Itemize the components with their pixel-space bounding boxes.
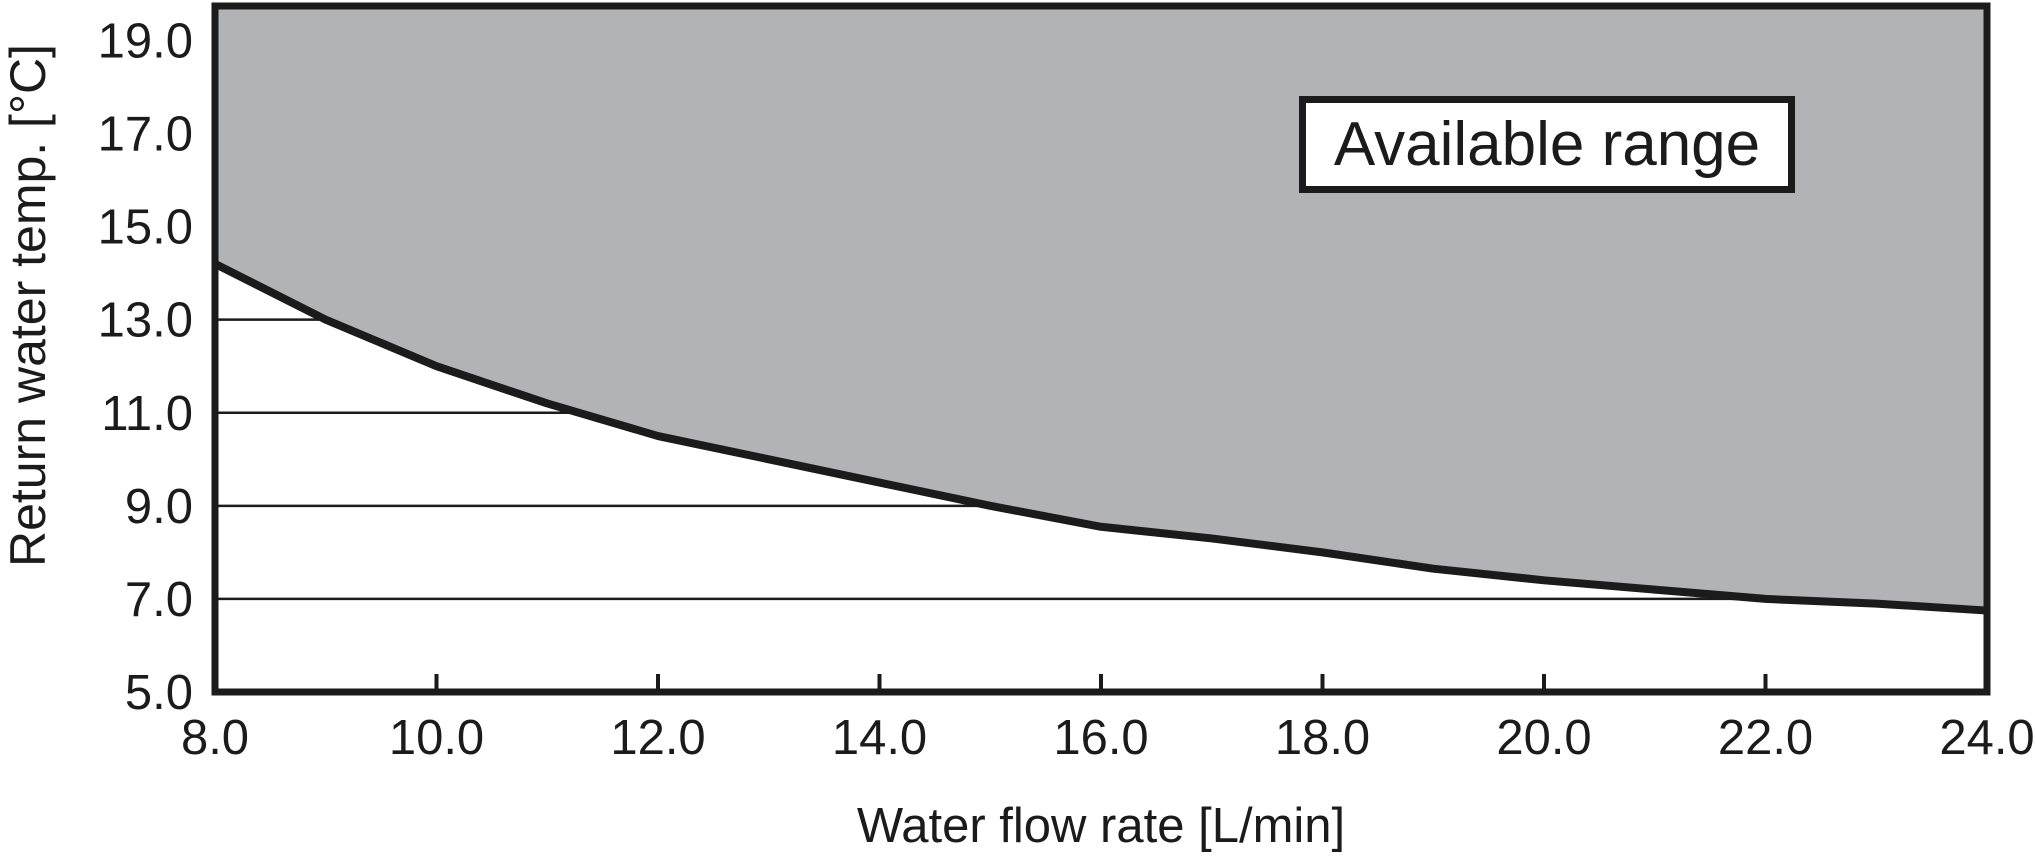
x-tick-label-12: 12.0 xyxy=(610,711,705,765)
y-tick-label-13: 13.0 xyxy=(98,294,193,348)
y-tick-label-11: 11.0 xyxy=(101,387,193,441)
x-tick-label-24: 24.0 xyxy=(1939,711,2034,765)
x-tick-label-20: 20.0 xyxy=(1496,711,1591,765)
boundary-curve xyxy=(213,260,1988,615)
y-tick-label-19: 19.0 xyxy=(98,14,193,68)
x-tick-label-10: 10.0 xyxy=(389,711,484,765)
plot-border xyxy=(211,2,1991,696)
y-tick-label-17: 17.0 xyxy=(98,108,193,162)
x-axis-title: Water flow rate [L/min] xyxy=(856,799,1346,853)
y-tick-label-15: 15.0 xyxy=(98,201,193,255)
available-range-label: Available range xyxy=(1299,96,1795,193)
y-tick-label-7: 7.0 xyxy=(125,573,193,627)
x-tick-label-22: 22.0 xyxy=(1718,711,1813,765)
x-tick-label-16: 16.0 xyxy=(1053,711,1148,765)
y-tick-label-5: 5.0 xyxy=(125,666,193,720)
x-tick-label-14: 14.0 xyxy=(832,711,927,765)
x-tick-label-8: 8.0 xyxy=(181,711,249,765)
x-tick-label-18: 18.0 xyxy=(1275,711,1370,765)
y-axis-title: Return water temp. [°C] xyxy=(0,44,56,567)
y-tick-label-9: 9.0 xyxy=(125,480,193,534)
